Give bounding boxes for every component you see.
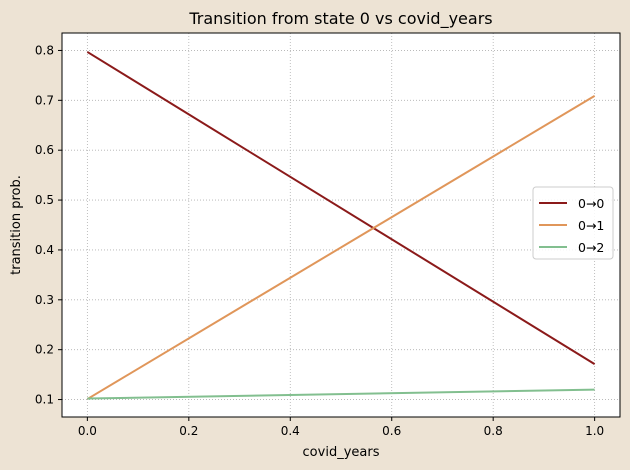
x-axis-label: covid_years bbox=[303, 445, 380, 460]
x-tick-label: 0.4 bbox=[281, 424, 300, 438]
legend-box bbox=[532, 186, 614, 260]
plot-frame bbox=[61, 32, 621, 418]
series-line-1 bbox=[86, 94, 596, 400]
chart-title: Transition from state 0 vs covid_years bbox=[188, 9, 492, 29]
plot-area bbox=[61, 32, 621, 418]
y-tick-label: 0.1 bbox=[35, 393, 54, 407]
y-tick-label: 0.5 bbox=[35, 193, 54, 207]
x-tick-label: 0.8 bbox=[484, 424, 503, 438]
x-tick-label: 1.0 bbox=[585, 424, 604, 438]
x-tick-label: 0.6 bbox=[382, 424, 401, 438]
x-axis: 0.0 0.2 0.4 0.6 0.8 1.0 bbox=[78, 417, 604, 438]
y-tick-label: 0.2 bbox=[35, 343, 54, 357]
x-tick-label: 0.2 bbox=[179, 424, 198, 438]
y-tick-label: 0.6 bbox=[35, 143, 54, 157]
series-line-0 bbox=[86, 51, 596, 365]
legend: 0→0 0→1 0→2 bbox=[532, 186, 614, 260]
grid bbox=[62, 33, 620, 417]
legend-label: 0→2 bbox=[578, 240, 604, 255]
series-layer bbox=[86, 51, 596, 400]
legend-label: 0→1 bbox=[578, 218, 604, 233]
y-tick-label: 0.3 bbox=[35, 293, 54, 307]
y-tick-label: 0.8 bbox=[35, 43, 54, 57]
legend-label: 0→0 bbox=[578, 196, 604, 211]
x-tick-label: 0.0 bbox=[78, 424, 97, 438]
y-axis-label: transition prob. bbox=[9, 175, 24, 275]
y-tick-label: 0.4 bbox=[35, 243, 54, 257]
y-tick-label: 0.7 bbox=[35, 93, 54, 107]
y-axis: 0.1 0.2 0.3 0.4 0.5 0.6 0.7 0.8 bbox=[35, 43, 62, 407]
series-line-2 bbox=[87, 388, 595, 400]
